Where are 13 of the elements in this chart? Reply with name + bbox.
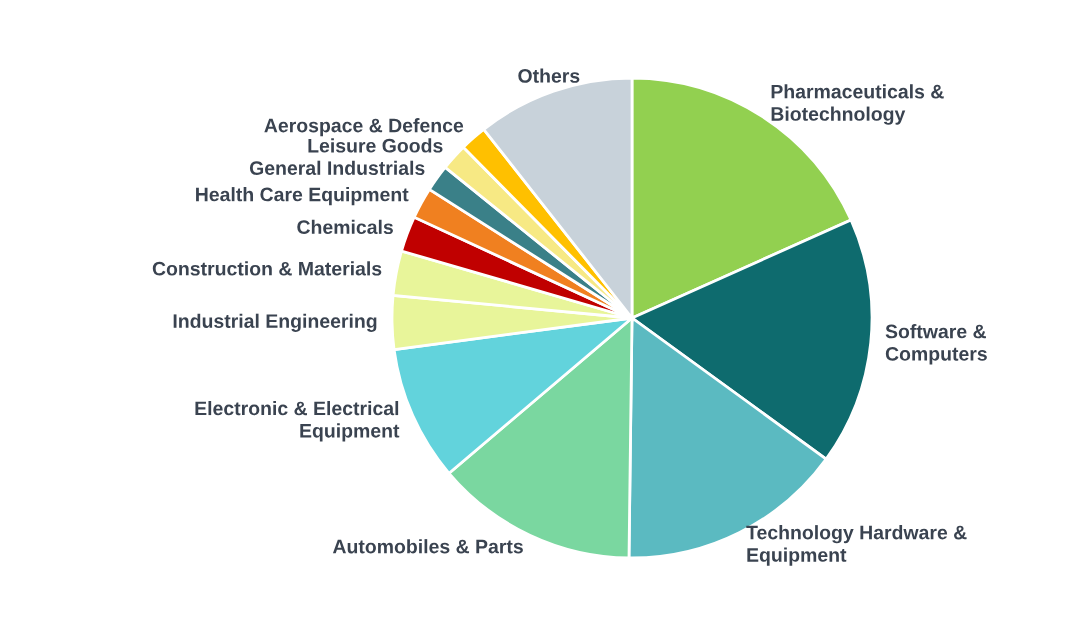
slice-label: Pharmaceuticals & Biotechnology [771, 84, 944, 125]
slice-label: Automobiles & Parts [332, 539, 523, 554]
slice-label: Software & Computers [885, 324, 987, 365]
slice-label: Chemicals [297, 219, 393, 235]
slice-label: Aerospace & Defence [264, 118, 464, 137]
slice-label: Others [518, 68, 580, 83]
slice-label: Health Care Equipment [196, 187, 409, 206]
slice-label: General Industrials [249, 160, 425, 175]
slice-label: Industrial Engineering [173, 313, 377, 332]
slice-label: Electronic & Electrical Equipment [195, 400, 400, 442]
slice-label: Technology Hardware & Equipment [746, 525, 967, 566]
slice-label: Construction & Materials [152, 261, 382, 276]
slice-label: Leisure Goods [308, 138, 443, 153]
